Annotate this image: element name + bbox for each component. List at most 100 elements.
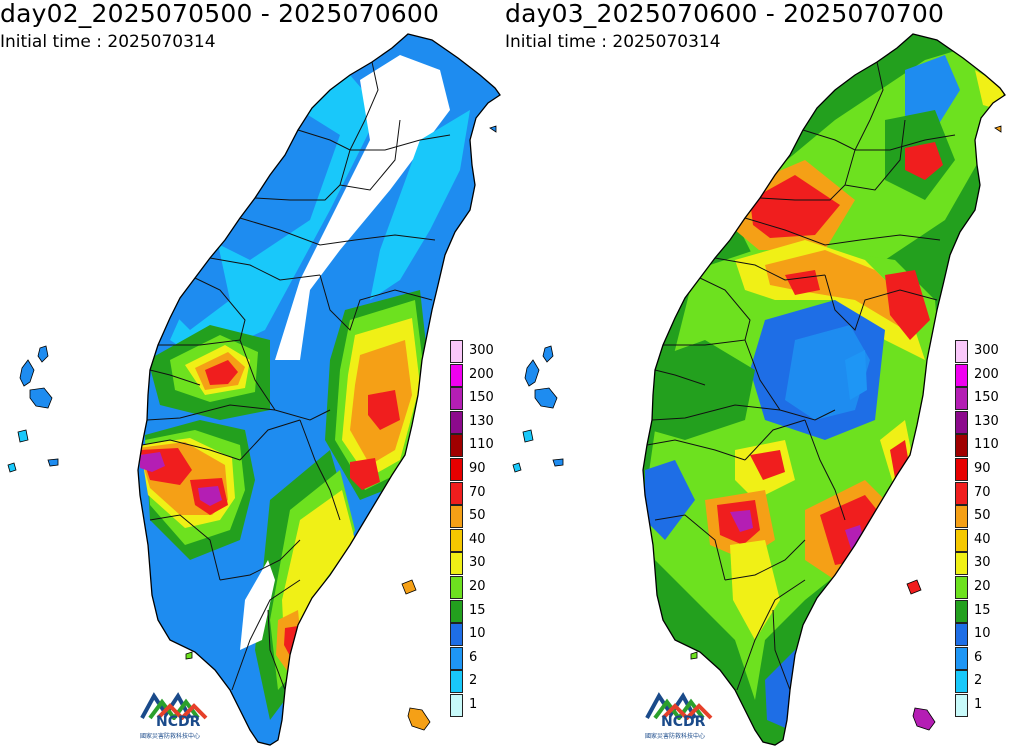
legend-label: 2 (974, 673, 983, 689)
legend-label: 40 (974, 531, 991, 547)
legend-label: 20 (974, 579, 991, 594)
legend-label: 110 (469, 437, 494, 453)
panel-title: day03_2025070600 - 2025070700 (505, 0, 945, 28)
offshore-island (29, 387, 53, 409)
legend-label: 70 (974, 484, 991, 500)
county-border (724, 539, 806, 581)
rainfall-region-90 (750, 175, 840, 238)
offshore-island (534, 387, 558, 409)
legend-swatch (450, 481, 463, 505)
county-border (654, 369, 706, 386)
logo-subtext: 國家災害防救科技中心 (645, 733, 706, 740)
legend-swatch (450, 694, 463, 717)
legend-label: 300 (469, 343, 494, 358)
taiwan-coastline (137, 33, 501, 746)
legend-swatch (450, 410, 463, 434)
taiwan-rainfall-map (512, 33, 1006, 746)
rainfall-region-40 (282, 490, 355, 660)
ncdr-logo: NCDR 國家災害防救科技中心 (641, 690, 721, 748)
rainfall-region-6 (905, 55, 960, 130)
county-border (339, 61, 379, 186)
legend-swatch (955, 646, 968, 670)
county-border (736, 579, 806, 691)
rainfall-region-1 (275, 55, 450, 360)
legend-swatch (955, 505, 968, 529)
offshore-island (906, 579, 922, 595)
offshore-island (47, 458, 59, 467)
county-border (267, 609, 286, 691)
panel-subtitle: Initial time : 2025070314 (505, 32, 721, 52)
county-border (141, 439, 241, 461)
panel-title: day02_2025070500 - 2025070600 (0, 0, 440, 28)
county-border (646, 439, 746, 461)
offshore-island (17, 429, 29, 443)
county-border (146, 404, 331, 421)
rainfall-region-150 (140, 452, 165, 472)
county-border (158, 339, 276, 411)
county-border (209, 257, 321, 281)
rainfall-region-90 (205, 360, 238, 385)
legend-swatch (955, 694, 968, 717)
legend-swatch (450, 387, 463, 411)
county-border (219, 539, 301, 581)
legend-label: 50 (469, 508, 486, 524)
legend-label: 15 (974, 602, 991, 618)
rainfall-region-20 (650, 340, 755, 440)
county-border (231, 579, 301, 691)
legend-label: 50 (974, 508, 991, 524)
legend-swatch (955, 363, 968, 387)
offshore-island (552, 458, 564, 467)
legend-swatch (450, 528, 463, 552)
legend-label: 90 (974, 461, 991, 476)
legend-label: 10 (974, 626, 991, 642)
county-border (714, 257, 826, 281)
legend-label: 130 (469, 413, 494, 429)
offshore-island (522, 429, 534, 443)
panel-subtitle: Initial time : 2025070314 (0, 32, 216, 52)
legend-swatch (450, 576, 463, 599)
legend-swatch (450, 505, 463, 529)
offshore-island (185, 651, 193, 660)
county-border (149, 369, 201, 386)
legend-label: 90 (469, 461, 486, 476)
rainfall-region-90 (885, 270, 930, 340)
rainfall-region-150 (730, 510, 753, 532)
legend-swatch (450, 646, 463, 670)
rainfall-region-6 (210, 110, 340, 260)
rainfall-region-10 (785, 325, 870, 420)
legend-label: 10 (469, 626, 486, 642)
legend-label: 150 (469, 390, 494, 406)
rainfall-region-2 (370, 110, 470, 300)
county-border (844, 61, 884, 186)
rainfall-region-90 (750, 450, 785, 480)
county-border (239, 419, 301, 461)
legend-swatch (955, 670, 968, 694)
legend-swatch (450, 599, 463, 623)
legend-swatch (450, 434, 463, 458)
legend-label: 40 (469, 531, 486, 547)
offshore-island (19, 359, 35, 387)
offshore-island (489, 125, 497, 133)
legend-label: 70 (469, 484, 486, 500)
legend-swatch (450, 458, 463, 481)
legend-swatch (955, 552, 968, 576)
rainfall-region-70 (765, 250, 915, 330)
rainfall-region-90 (905, 142, 943, 180)
offshore-island (7, 462, 17, 473)
legend-swatch (450, 670, 463, 694)
ncdr-logo-mark-icon (645, 692, 713, 720)
legend-swatch (955, 623, 968, 647)
county-border (654, 514, 726, 581)
logo-text: NCDR (661, 714, 706, 730)
county-border (194, 277, 246, 341)
county-border (804, 419, 846, 521)
legend-swatch (955, 458, 968, 481)
ncdr-logo-mark-icon (140, 692, 208, 720)
legend-swatch (955, 387, 968, 411)
rainfall-region-150 (198, 486, 222, 506)
rainfall-region-1 (240, 560, 275, 650)
legend-swatch (955, 340, 968, 363)
forecast-panel-day02: day02_2025070500 - 2025070600 Initial ti… (0, 0, 501, 746)
county-border (744, 419, 806, 461)
precipitation-legend: 300 200 150 130 110 90 70 50 40 30 20 15 10 6 2 1 (955, 340, 1010, 740)
